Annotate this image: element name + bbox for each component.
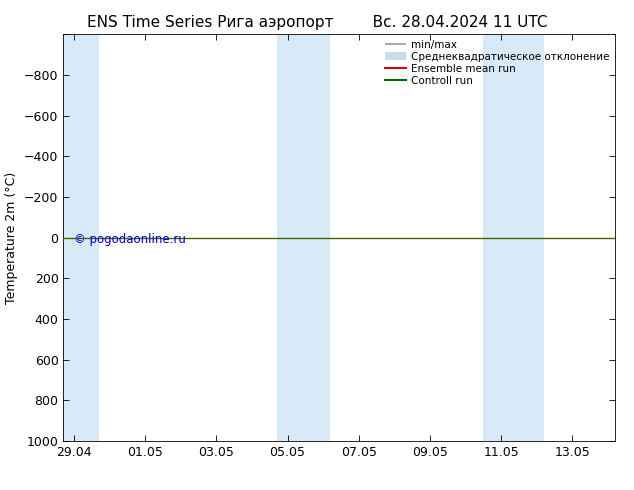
- Bar: [302, 34, 330, 441]
- Bar: [508, 34, 544, 441]
- Bar: [483, 34, 508, 441]
- Bar: [63, 34, 99, 441]
- Legend: min/max, Среднеквадратическое отклонение, Ensemble mean run, Controll run: min/max, Среднеквадратическое отклонение…: [382, 36, 613, 89]
- Text: ENS Time Series Рига аэропорт        Вс. 28.04.2024 11 UTC: ENS Time Series Рига аэропорт Вс. 28.04.…: [87, 15, 547, 30]
- Text: © pogodaonline.ru: © pogodaonline.ru: [74, 233, 186, 246]
- Y-axis label: Temperature 2m (°C): Temperature 2m (°C): [6, 172, 18, 304]
- Bar: [277, 34, 302, 441]
